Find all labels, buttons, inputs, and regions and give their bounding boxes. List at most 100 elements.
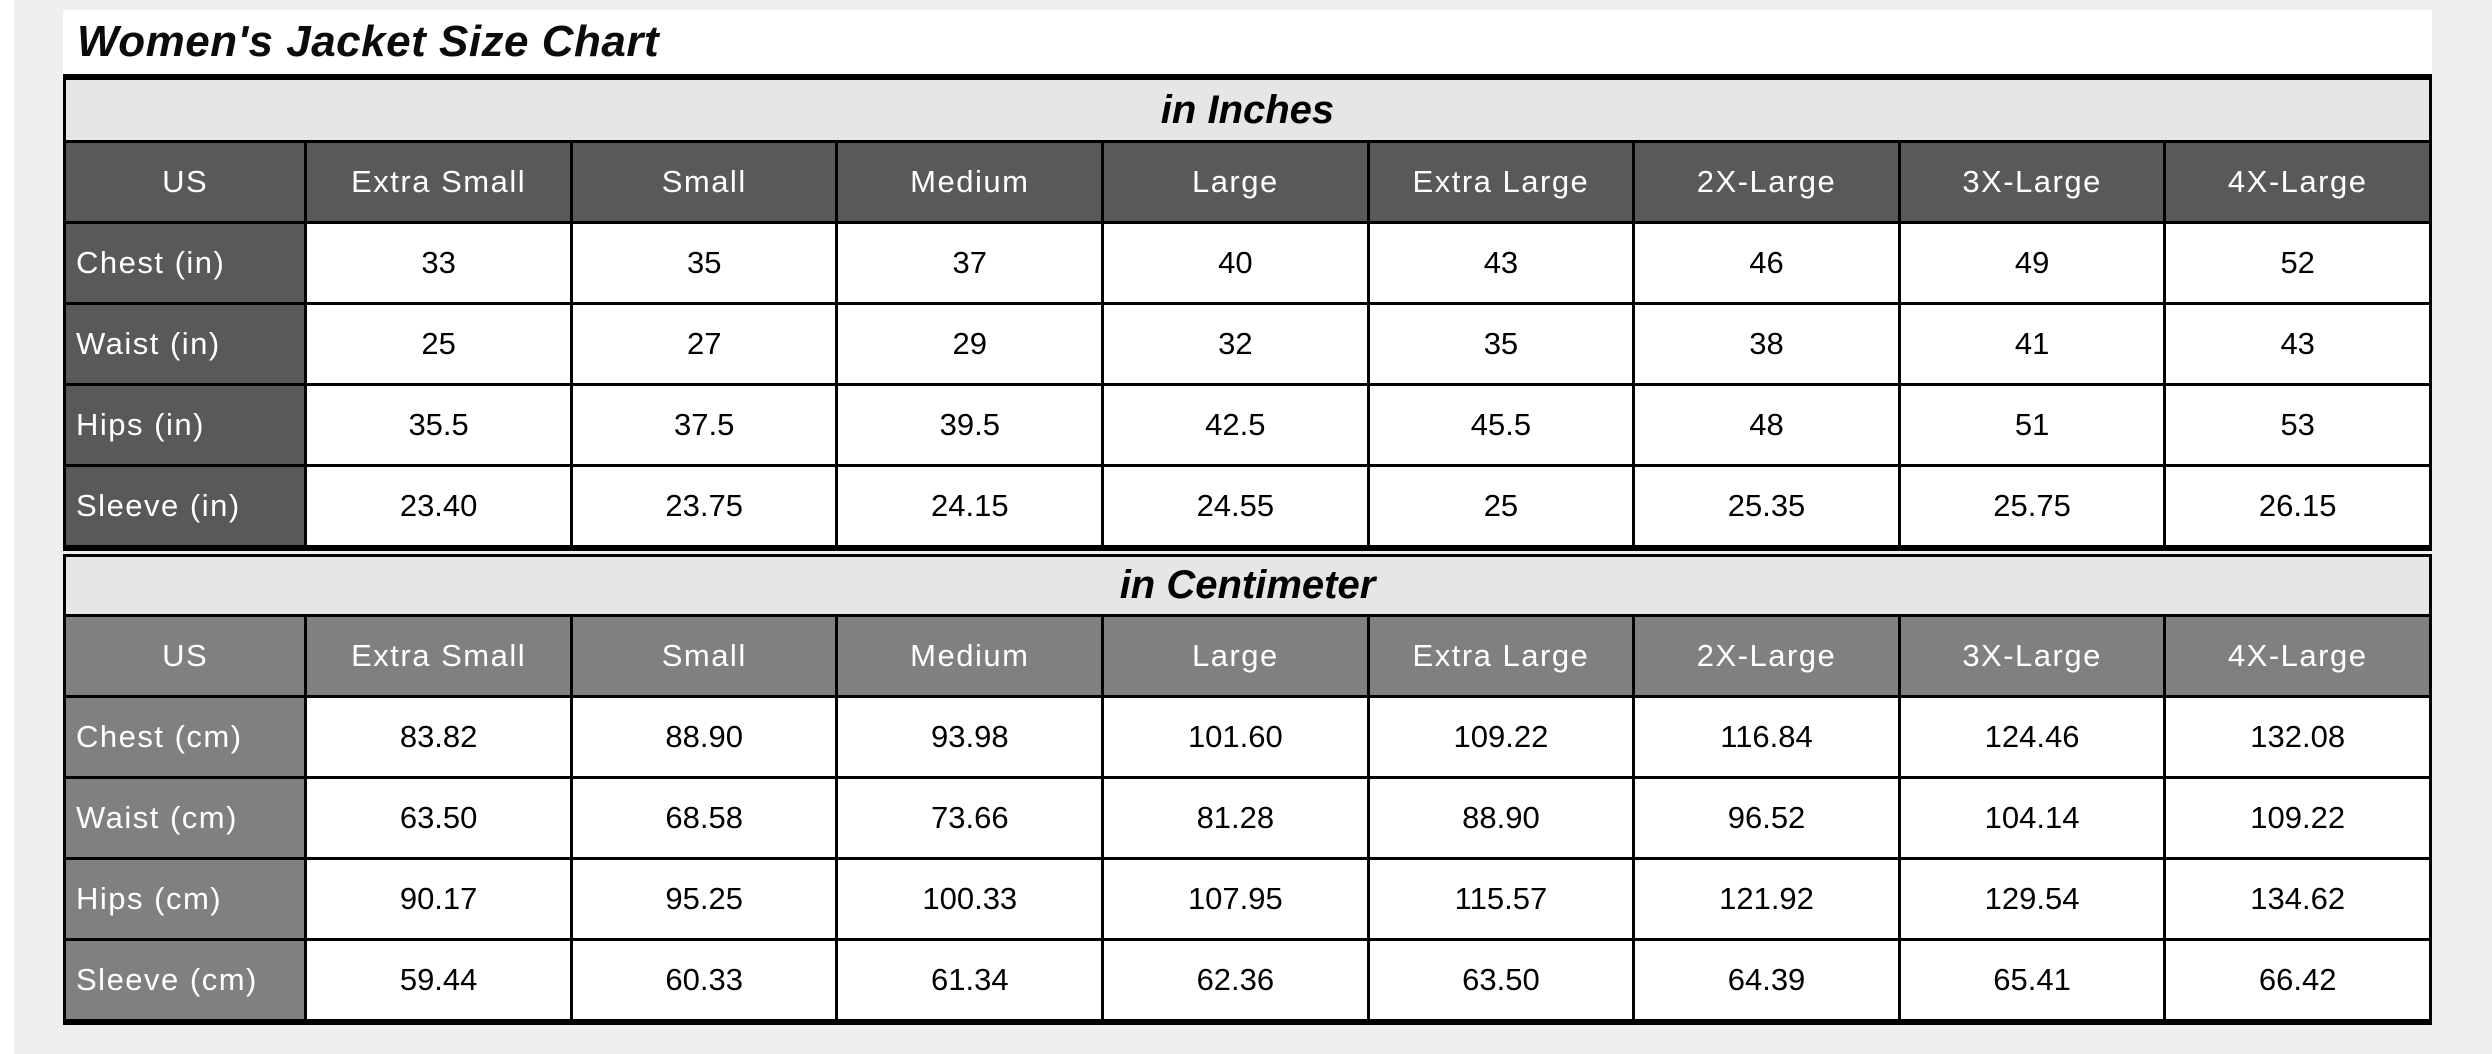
measurement-value-cell: 132.08 <box>2163 695 2432 779</box>
page-title: Women's Jacket Size Chart <box>77 17 660 66</box>
measurement-value-cell: 109.22 <box>2163 776 2432 860</box>
measurement-value-cell: 129.54 <box>1897 857 2167 941</box>
size-column-header: 2X-Large <box>1632 614 1901 698</box>
size-table-inches: US Extra Small Small Medium Large Extra Large… <box>62 140 2432 551</box>
measurement-value-cell: 115.57 <box>1366 857 1636 941</box>
measurement-value-cell: 124.46 <box>1897 695 2167 779</box>
title-bar: Women's Jacket Size Chart <box>63 10 2432 74</box>
corner-header-us: US <box>62 614 308 698</box>
size-column-header: Large <box>1101 614 1370 698</box>
measurement-row: Chest (in) 33 35 37 40 43 46 49 52 <box>62 221 2432 305</box>
size-column-header: 3X-Large <box>1897 614 2167 698</box>
measurement-value-cell: 46 <box>1632 221 1901 305</box>
measurement-value-cell: 24.15 <box>835 464 1105 550</box>
measurement-value-cell: 37 <box>835 221 1105 305</box>
measurement-value-cell: 53 <box>2163 383 2432 467</box>
size-column-header: Small <box>569 614 839 698</box>
measurement-value-cell: 35 <box>1366 302 1636 386</box>
measurement-value-cell: 104.14 <box>1897 776 2167 860</box>
measurement-value-cell: 59.44 <box>304 938 573 1024</box>
size-header-row: US Extra Small Small Medium Large Extra Large… <box>62 140 2432 224</box>
measurement-row: Sleeve (cm) 59.44 60.33 61.34 62.36 63.50 64.3… <box>62 938 2432 1024</box>
measurement-value-cell: 109.22 <box>1366 695 1636 779</box>
section-heading-inches-label: in Inches <box>1160 87 1335 132</box>
size-column-header: 2X-Large <box>1632 140 1901 224</box>
size-column-header: Extra Large <box>1366 140 1636 224</box>
measurement-value-cell: 88.90 <box>569 695 839 779</box>
section-heading-inches: in Inches <box>63 80 2432 140</box>
measurement-value-cell: 42.5 <box>1101 383 1370 467</box>
measurement-row: Hips (in) 35.5 37.5 39.5 42.5 45.5 48 51 53 <box>62 383 2432 467</box>
measurement-row-label: Hips (cm) <box>62 857 308 941</box>
measurement-value-cell: 49 <box>1897 221 2167 305</box>
measurement-value-cell: 35 <box>569 221 839 305</box>
measurement-row: Chest (cm) 83.82 88.90 93.98 101.60 109.22 116… <box>62 695 2432 779</box>
measurement-value-cell: 90.17 <box>304 857 573 941</box>
measurement-value-cell: 88.90 <box>1366 776 1636 860</box>
measurement-value-cell: 26.15 <box>2163 464 2432 550</box>
size-column-header: Extra Large <box>1366 614 1636 698</box>
measurement-value-cell: 45.5 <box>1366 383 1636 467</box>
section-heading-centimeter: in Centimeter <box>63 554 2432 614</box>
size-column-header: 3X-Large <box>1897 140 2167 224</box>
corner-header-us: US <box>62 140 308 224</box>
measurement-value-cell: 63.50 <box>304 776 573 860</box>
size-column-header: Small <box>569 140 839 224</box>
measurement-value-cell: 38 <box>1632 302 1901 386</box>
measurement-row-label: Sleeve (in) <box>62 464 308 550</box>
measurement-value-cell: 61.34 <box>835 938 1105 1024</box>
measurement-value-cell: 116.84 <box>1632 695 1901 779</box>
measurement-value-cell: 24.55 <box>1101 464 1370 550</box>
measurement-row-label: Sleeve (cm) <box>62 938 308 1024</box>
measurement-value-cell: 134.62 <box>2163 857 2432 941</box>
size-column-header: Extra Small <box>304 614 573 698</box>
measurement-value-cell: 51 <box>1897 383 2167 467</box>
measurement-value-cell: 100.33 <box>835 857 1105 941</box>
measurement-value-cell: 40 <box>1101 221 1370 305</box>
measurement-value-cell: 25.35 <box>1632 464 1901 550</box>
measurement-value-cell: 32 <box>1101 302 1370 386</box>
title-divider <box>63 74 2432 80</box>
measurement-value-cell: 73.66 <box>835 776 1105 860</box>
measurement-value-cell: 35.5 <box>304 383 573 467</box>
size-column-header: 4X-Large <box>2163 140 2432 224</box>
size-table-centimeter: US Extra Small Small Medium Large Extra Large… <box>62 614 2432 1025</box>
measurement-value-cell: 81.28 <box>1101 776 1370 860</box>
measurement-row: Waist (cm) 63.50 68.58 73.66 81.28 88.90 96.52… <box>62 776 2432 860</box>
measurement-value-cell: 25.75 <box>1897 464 2167 550</box>
measurement-value-cell: 93.98 <box>835 695 1105 779</box>
size-column-header: Medium <box>835 140 1105 224</box>
size-column-header: 4X-Large <box>2163 614 2432 698</box>
measurement-value-cell: 39.5 <box>835 383 1105 467</box>
measurement-row-label: Hips (in) <box>62 383 308 467</box>
section-heading-centimeter-label: in Centimeter <box>1119 563 1376 607</box>
size-header-row: US Extra Small Small Medium Large Extra Large… <box>62 614 2432 698</box>
measurement-row-label: Waist (cm) <box>62 776 308 860</box>
measurement-value-cell: 101.60 <box>1101 695 1370 779</box>
measurement-value-cell: 63.50 <box>1366 938 1636 1024</box>
measurement-value-cell: 65.41 <box>1897 938 2167 1024</box>
measurement-value-cell: 107.95 <box>1101 857 1370 941</box>
measurement-value-cell: 64.39 <box>1632 938 1901 1024</box>
measurement-row: Hips (cm) 90.17 95.25 100.33 107.95 115.57 121… <box>62 857 2432 941</box>
measurement-value-cell: 95.25 <box>569 857 839 941</box>
measurement-value-cell: 52 <box>2163 221 2432 305</box>
measurement-row-label: Chest (cm) <box>62 695 308 779</box>
measurement-value-cell: 23.75 <box>569 464 839 550</box>
measurement-value-cell: 41 <box>1897 302 2167 386</box>
measurement-value-cell: 37.5 <box>569 383 839 467</box>
measurement-value-cell: 96.52 <box>1632 776 1901 860</box>
measurement-value-cell: 29 <box>835 302 1105 386</box>
measurement-row-label: Waist (in) <box>62 302 308 386</box>
size-chart-panel: Women's Jacket Size Chart in Inches US Ex… <box>62 10 2432 1025</box>
size-column-header: Medium <box>835 614 1105 698</box>
size-column-header: Extra Small <box>304 140 573 224</box>
measurement-value-cell: 83.82 <box>304 695 573 779</box>
measurement-row-label: Chest (in) <box>62 221 308 305</box>
measurement-row: Sleeve (in) 23.40 23.75 24.15 24.55 25 25.35 25… <box>62 464 2432 550</box>
measurement-value-cell: 33 <box>304 221 573 305</box>
measurement-value-cell: 25 <box>1366 464 1636 550</box>
measurement-value-cell: 23.40 <box>304 464 573 550</box>
measurement-value-cell: 121.92 <box>1632 857 1901 941</box>
size-column-header: Large <box>1101 140 1370 224</box>
